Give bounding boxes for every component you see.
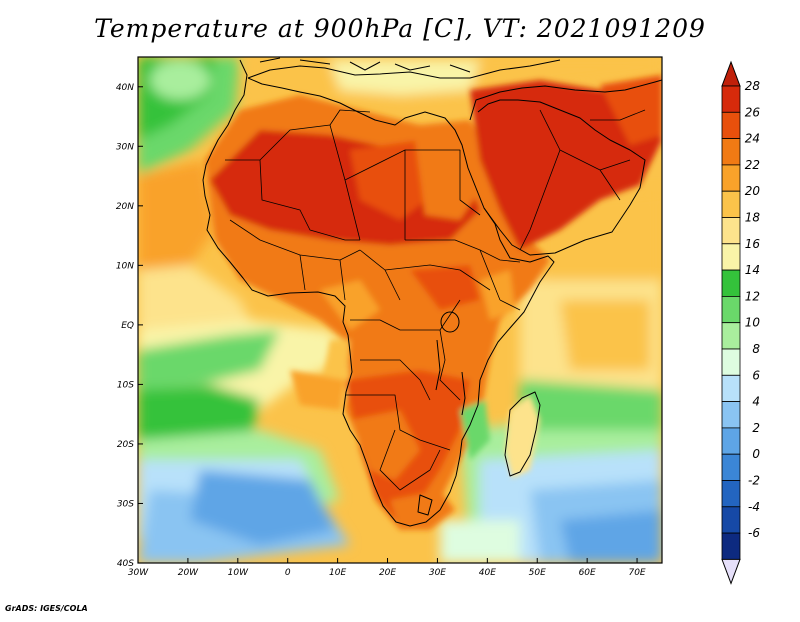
colorbar-min-arrow — [721, 558, 741, 585]
lat-tick-label: 20N — [116, 202, 134, 212]
colorbar-swatch — [721, 111, 741, 140]
lon-tick-label: 30E — [429, 568, 446, 578]
lat-tick-label: 30N — [116, 142, 134, 152]
colorbar-swatch — [721, 480, 741, 508]
colorbar-swatch — [721, 269, 741, 297]
colorbar-label: 24 — [745, 132, 760, 146]
colorbar-swatch — [721, 164, 741, 192]
coastlines — [202, 57, 662, 527]
lat-tick-label: 10S — [117, 380, 134, 390]
lat-tick-label: 30S — [117, 499, 134, 509]
colorbar-label: 22 — [745, 158, 760, 172]
colorbar-label: 0 — [752, 447, 760, 461]
colorbar-label: 4 — [752, 395, 760, 409]
lon-tick-label: 10E — [329, 568, 346, 578]
colorbar-swatch — [721, 217, 741, 245]
colorbar-swatch — [721, 295, 741, 324]
colorbar-label: 18 — [745, 211, 761, 225]
temperature-field — [138, 57, 662, 563]
lat-tick-label: 40N — [116, 83, 134, 93]
colorbar-label: -4 — [748, 500, 760, 514]
lat-tick-label: EQ — [121, 321, 134, 331]
colorbar-swatch — [721, 85, 741, 113]
colorbar-label: 8 — [752, 342, 760, 356]
lat-tick-label: 40S — [117, 559, 134, 569]
colorbar-label: 28 — [745, 79, 761, 93]
colorbar-swatch — [721, 374, 741, 402]
colorbar-swatch — [721, 453, 741, 481]
colorbar-swatch — [721, 348, 741, 376]
colorbar-swatch — [721, 427, 741, 455]
latitude-ticks: 40N 30N 20N 10N EQ 10S 20S 30S 40S — [116, 83, 143, 569]
lon-tick-label: 30W — [128, 568, 149, 578]
lon-tick-label: 40E — [479, 568, 496, 578]
longitude-ticks: 30W 20W 10W 0 10E 20E 30E 40E 50E 60E 70E — [128, 558, 646, 578]
colorbar-label: 20 — [745, 184, 761, 198]
map-frame — [137, 56, 663, 564]
lon-tick-label: 60E — [579, 568, 596, 578]
lon-tick-label: 0 — [285, 568, 291, 578]
colorbar-label: 16 — [745, 237, 761, 251]
lat-tick-label: 10N — [116, 261, 134, 271]
colorbar-label: 2 — [752, 421, 760, 435]
colorbar-swatch — [721, 401, 741, 429]
colorbar-swatch — [721, 506, 741, 534]
colorbar-max-arrow — [721, 60, 741, 87]
colorbar-label: -6 — [748, 526, 760, 540]
lat-tick-label: 20S — [117, 440, 134, 450]
colorbar-label: 10 — [745, 316, 761, 330]
lon-tick-label: 50E — [529, 568, 546, 578]
colorbar-label: 12 — [745, 289, 760, 303]
colorbar-label: 6 — [752, 368, 760, 382]
colorbar-swatch — [721, 190, 741, 218]
lon-tick-label: 20E — [379, 568, 396, 578]
lon-tick-label: 70E — [628, 568, 645, 578]
colorbar-label: 14 — [745, 263, 760, 277]
lon-tick-label: 10W — [228, 568, 249, 578]
colorbar-label: -2 — [748, 474, 760, 488]
lon-tick-label: 20W — [178, 568, 199, 578]
colorbar-swatch — [721, 243, 741, 271]
colorbar-label: 26 — [745, 105, 761, 119]
colorbar-swatch — [721, 322, 741, 350]
colorbar-swatch — [721, 138, 741, 166]
credit-text: GrADS: IGES/COLA — [5, 604, 88, 613]
colorbar-swatch — [721, 532, 741, 560]
map-title: Temperature at 900hPa [C], VT: 202109120… — [94, 14, 706, 43]
